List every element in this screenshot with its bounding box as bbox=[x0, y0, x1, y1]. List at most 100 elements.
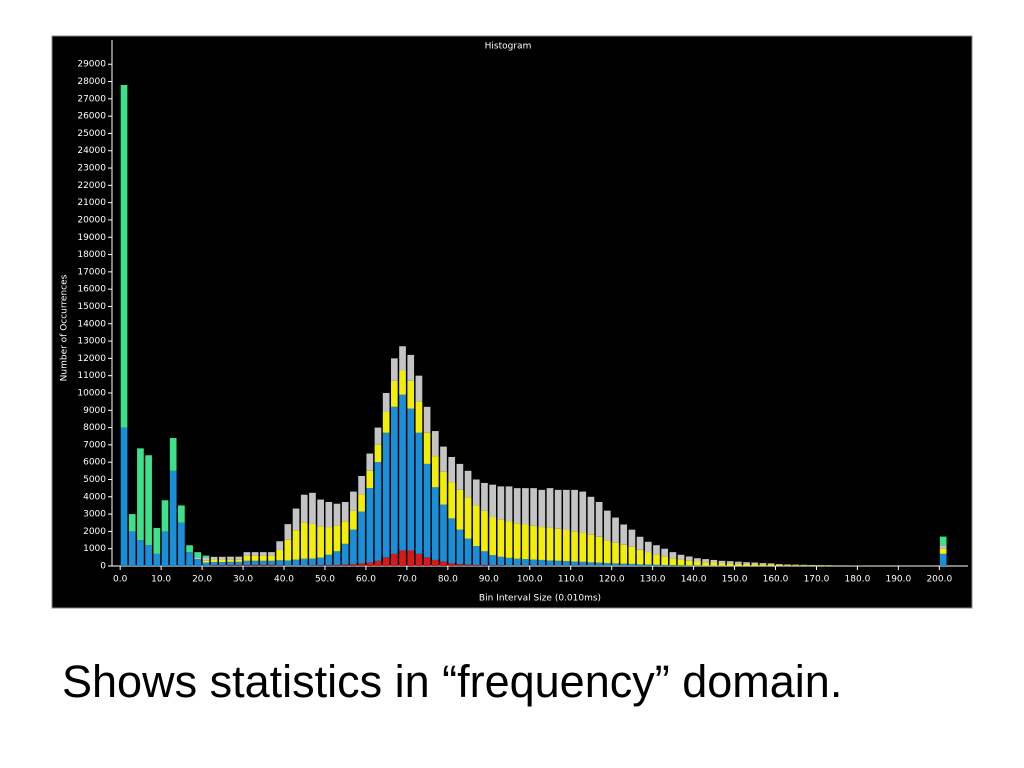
bar-segment bbox=[513, 488, 521, 524]
bar-segment bbox=[382, 432, 390, 558]
bar-segment bbox=[325, 565, 333, 566]
bar-segment bbox=[137, 540, 144, 566]
bar-segment bbox=[227, 565, 234, 566]
bar-segment bbox=[702, 562, 709, 566]
bar-segment bbox=[153, 553, 161, 566]
bar-segment bbox=[210, 562, 218, 566]
x-tick-label: 70.0 bbox=[397, 575, 417, 585]
bar-segment bbox=[497, 565, 505, 566]
bar-segment bbox=[538, 489, 546, 528]
bar-segment bbox=[808, 565, 816, 566]
bar-segment bbox=[620, 524, 628, 545]
bar-segment bbox=[563, 530, 570, 562]
bar-segment bbox=[661, 548, 669, 557]
bar-segment bbox=[448, 482, 456, 519]
bar-segment bbox=[243, 555, 251, 561]
bar-segment bbox=[489, 555, 496, 566]
bar-segment bbox=[235, 561, 243, 566]
bar-segment bbox=[497, 519, 505, 557]
bar-segment bbox=[325, 527, 333, 555]
bar-segment bbox=[366, 488, 374, 563]
bar-segment bbox=[194, 552, 202, 558]
bar-segment bbox=[341, 501, 349, 522]
bar-segment bbox=[743, 563, 750, 566]
bar-segment bbox=[505, 521, 513, 558]
x-tick-label: 100.0 bbox=[517, 575, 543, 585]
bar-segment bbox=[259, 560, 267, 566]
x-tick-label: 0.0 bbox=[113, 575, 128, 585]
y-tick-label: 12000 bbox=[77, 354, 106, 364]
bar-segment bbox=[407, 550, 415, 566]
y-tick-label: 2000 bbox=[83, 527, 106, 537]
bar-segment bbox=[603, 510, 611, 541]
bar-segment bbox=[628, 529, 636, 547]
bar-segment bbox=[530, 525, 537, 560]
bar-segment bbox=[128, 531, 136, 566]
y-tick-label: 11000 bbox=[77, 371, 106, 381]
y-tick-label: 1000 bbox=[83, 544, 106, 554]
bar-segment bbox=[685, 560, 693, 566]
bar-segment bbox=[317, 557, 324, 566]
bar-segment bbox=[227, 559, 234, 562]
bar-segment bbox=[816, 565, 824, 566]
bar-segment bbox=[472, 505, 480, 547]
bar-segment bbox=[579, 532, 587, 562]
x-tick-label: 80.0 bbox=[438, 575, 458, 585]
bar-segment bbox=[317, 526, 324, 558]
bar-segment bbox=[644, 541, 652, 553]
bar-segment bbox=[595, 536, 603, 563]
y-tick-label: 9000 bbox=[83, 406, 106, 416]
bar-segment bbox=[767, 564, 775, 566]
bar-segment bbox=[636, 564, 644, 566]
bar-segment bbox=[333, 525, 341, 552]
x-tick-label: 40.0 bbox=[274, 575, 294, 585]
bar-segment bbox=[333, 565, 341, 566]
y-tick-label: 5000 bbox=[83, 475, 106, 485]
chart: Histogram Bin Interval Size (0.010ms) Nu… bbox=[51, 35, 973, 609]
x-tick-label: 180.0 bbox=[845, 575, 871, 585]
bar-segment bbox=[325, 501, 333, 528]
bar-segment bbox=[276, 549, 284, 561]
bar-segment bbox=[595, 562, 603, 566]
y-tick-label: 15000 bbox=[77, 302, 106, 312]
bar-segment bbox=[358, 494, 365, 512]
y-tick-label: 27000 bbox=[77, 94, 106, 104]
bar-segment bbox=[554, 489, 562, 529]
bar-segment bbox=[235, 556, 243, 560]
bar-segment bbox=[759, 563, 767, 565]
bar-segment bbox=[374, 427, 382, 445]
bar-segment bbox=[563, 561, 570, 566]
bar-segment bbox=[366, 453, 374, 471]
x-tick-label: 10.0 bbox=[151, 575, 171, 585]
bar-segment bbox=[603, 540, 611, 564]
bar-segment bbox=[309, 523, 316, 559]
bar-segment bbox=[259, 555, 267, 561]
bar-segment bbox=[481, 482, 488, 511]
bar-segment bbox=[186, 545, 193, 553]
bar-segment bbox=[685, 565, 693, 566]
x-tick-label: 50.0 bbox=[315, 575, 335, 585]
bar-segment bbox=[202, 562, 210, 566]
bar-segment bbox=[767, 563, 775, 565]
x-tick-label: 30.0 bbox=[233, 575, 253, 585]
bar-segment bbox=[169, 437, 177, 471]
bar-segment bbox=[456, 489, 464, 530]
bar-segment bbox=[677, 559, 685, 566]
x-tick-label: 150.0 bbox=[722, 575, 748, 585]
bar-segment bbox=[374, 462, 382, 561]
bar-segment bbox=[710, 559, 718, 563]
bar-segment bbox=[235, 565, 243, 566]
bar-segment bbox=[464, 538, 472, 565]
bar-segment bbox=[636, 549, 644, 565]
bar-segment bbox=[505, 557, 513, 566]
bar-segment bbox=[554, 528, 562, 561]
y-tick-label: 6000 bbox=[83, 458, 106, 468]
bar-segment bbox=[694, 558, 701, 562]
bar-segment bbox=[472, 565, 480, 566]
bar-segment bbox=[341, 521, 349, 544]
bar-segment bbox=[636, 536, 644, 550]
bar-segment bbox=[300, 494, 308, 523]
bar-segment bbox=[243, 552, 251, 556]
bar-segment bbox=[489, 517, 496, 556]
bar-segment bbox=[939, 545, 947, 549]
